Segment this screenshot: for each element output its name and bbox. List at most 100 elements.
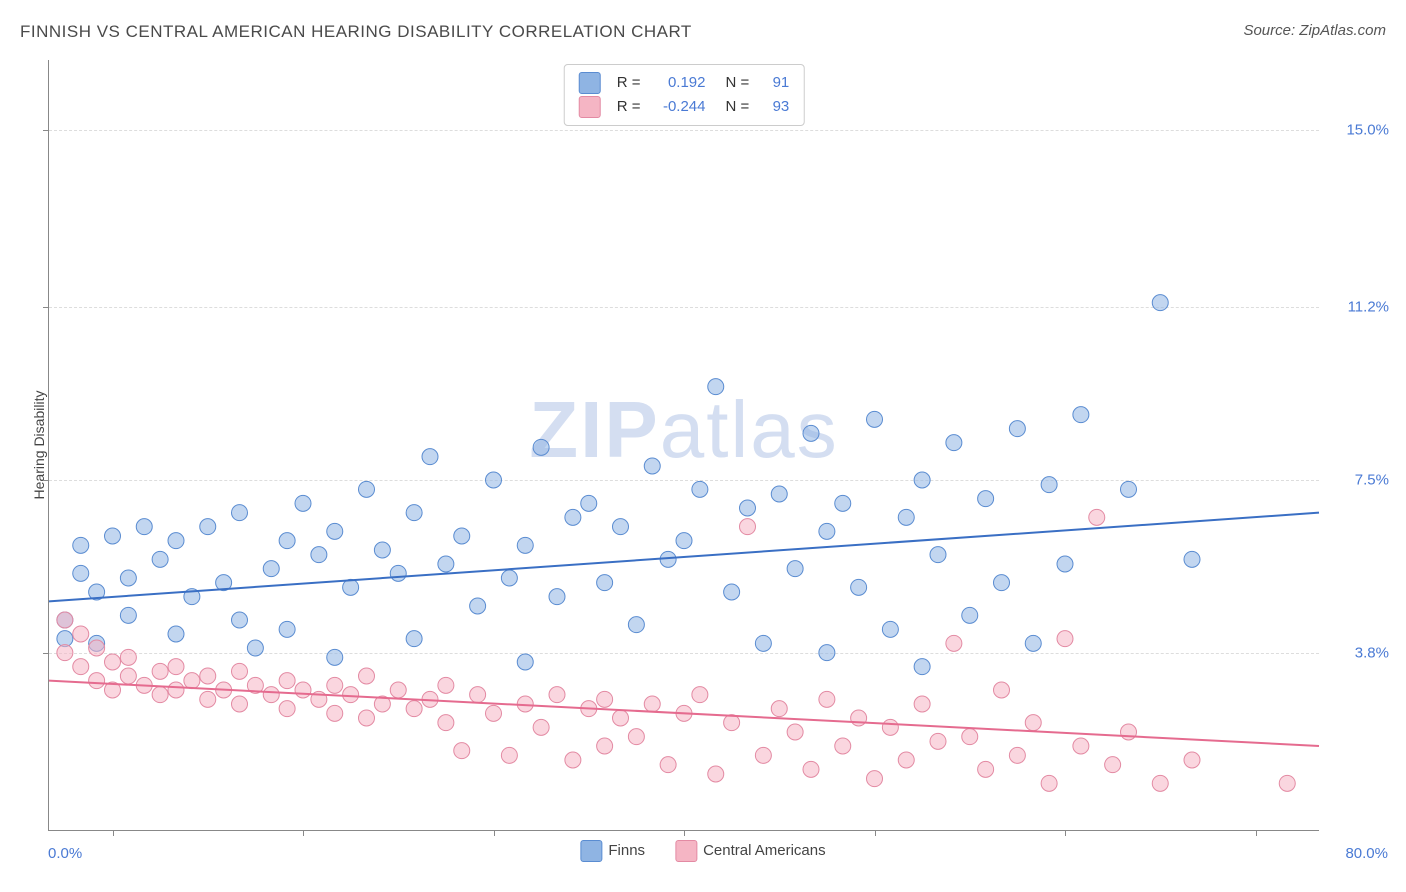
data-point [946,435,962,451]
data-point [962,607,978,623]
data-point [565,509,581,525]
data-point [374,542,390,558]
chart-plot-area: Hearing Disability ZIPatlas 3.8%7.5%11.2… [48,60,1319,831]
data-point [89,640,105,656]
data-point [1279,775,1295,791]
data-point [1184,752,1200,768]
data-point [168,659,184,675]
data-point [1073,738,1089,754]
data-point [406,631,422,647]
r-label: R = [617,71,641,95]
data-point [692,687,708,703]
data-point [168,626,184,642]
x-tick [875,830,876,836]
data-point [1057,631,1073,647]
data-point [390,682,406,698]
data-point [247,640,263,656]
n-label: N = [726,71,750,95]
data-point [1025,635,1041,651]
source-attribution: Source: ZipAtlas.com [1243,22,1386,39]
n-value: 91 [759,71,789,95]
x-tick [1256,830,1257,836]
data-point [660,757,676,773]
data-point [517,537,533,553]
data-point [549,589,565,605]
data-point [105,654,121,670]
data-point [152,551,168,567]
data-point [1009,421,1025,437]
data-point [152,663,168,679]
data-point [470,687,486,703]
data-point [343,579,359,595]
data-point [311,547,327,563]
data-point [1121,724,1137,740]
x-tick [113,830,114,836]
legend-label: Central Americans [703,842,826,859]
data-point [613,710,629,726]
data-point [628,729,644,745]
legend-swatch [675,840,697,862]
data-point [327,523,343,539]
x-tick [494,830,495,836]
data-point [914,696,930,712]
r-value: -0.244 [651,95,706,119]
data-point [200,668,216,684]
data-point [835,495,851,511]
data-point [454,743,470,759]
data-point [120,607,136,623]
x-tick [684,830,685,836]
data-point [501,747,517,763]
data-point [57,645,73,661]
data-point [755,635,771,651]
data-point [501,570,517,586]
data-point [533,439,549,455]
data-point [279,621,295,637]
data-point [644,696,660,712]
data-point [438,677,454,693]
data-point [279,701,295,717]
data-point [676,533,692,549]
data-point [406,701,422,717]
data-point [327,705,343,721]
data-point [168,533,184,549]
data-point [279,533,295,549]
data-point [771,701,787,717]
regression-line [49,513,1319,602]
data-point [438,715,454,731]
data-point [1057,556,1073,572]
data-point [200,691,216,707]
data-point [327,649,343,665]
data-point [994,575,1010,591]
data-point [57,612,73,628]
data-point [898,752,914,768]
data-point [867,771,883,787]
data-point [136,519,152,535]
regression-line [49,681,1319,746]
data-point [740,500,756,516]
data-point [73,565,89,581]
data-point [1105,757,1121,773]
data-point [1025,715,1041,731]
data-point [295,495,311,511]
data-point [978,491,994,507]
data-point [1152,775,1168,791]
x-tick [1065,830,1066,836]
data-point [327,677,343,693]
correlation-row: R =0.192N =91 [579,71,790,95]
data-point [120,570,136,586]
data-point [565,752,581,768]
x-axis-origin-label: 0.0% [48,845,82,862]
data-point [486,705,502,721]
data-point [867,411,883,427]
data-point [613,519,629,535]
data-point [406,505,422,521]
y-tick-label: 15.0% [1346,122,1389,139]
data-point [486,472,502,488]
data-point [1009,747,1025,763]
data-point [994,682,1010,698]
data-point [120,649,136,665]
data-point [359,710,375,726]
data-point [819,691,835,707]
data-point [232,696,248,712]
data-point [232,505,248,521]
